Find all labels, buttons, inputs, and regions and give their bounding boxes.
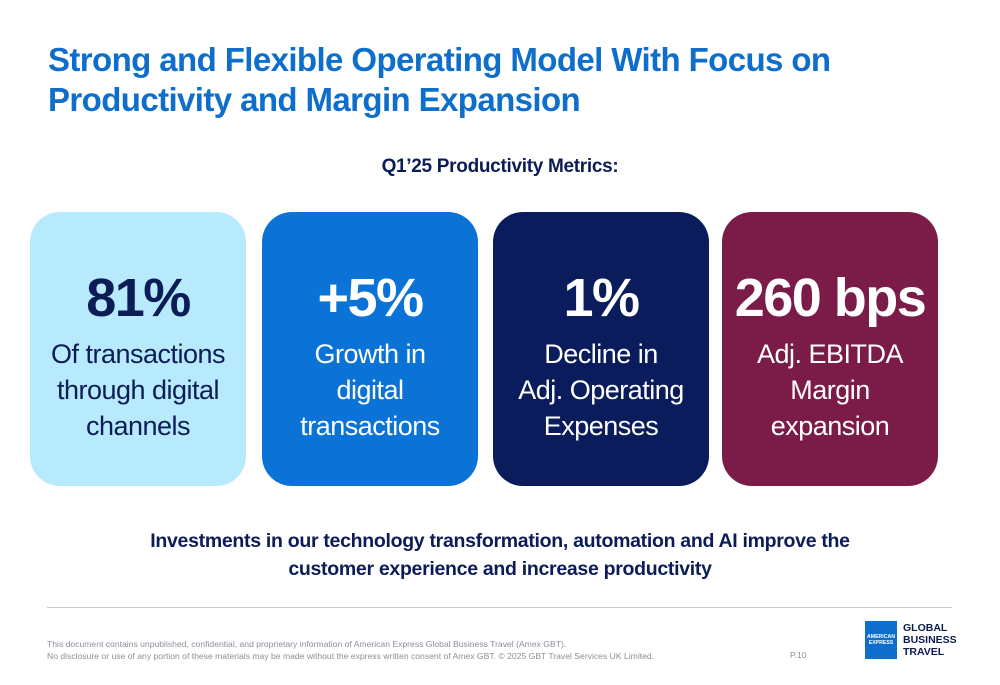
key-statement-line-2: customer experience and increase product… — [288, 558, 712, 580]
metric-description: Of transactions through digital channels — [36, 336, 240, 444]
title-line-2: Productivity and Margin Expansion — [48, 81, 581, 118]
metric-description-line: Adj. EBITDA — [756, 339, 904, 369]
metric-description: Growth in digital transactions — [268, 336, 472, 444]
metric-description-line: through digital — [56, 375, 220, 405]
metric-description-line: expansion — [770, 411, 890, 441]
metric-description-line: Decline in — [544, 339, 658, 369]
amex-box-logo-icon: AMERICAN EXPRESS — [865, 621, 897, 659]
metric-description-line: transactions — [300, 411, 440, 441]
metric-description-line: Of transactions — [50, 339, 226, 369]
disclaimer-line-1: This document contains unpublished, conf… — [47, 639, 567, 649]
metric-value: 81% — [86, 268, 191, 328]
amex-gbt-logo: AMERICAN EXPRESS GLOBAL BUSINESS TRAVEL — [865, 621, 957, 661]
page-number: P.10 — [790, 650, 807, 660]
disclaimer-line-2: No disclosure or use of any portion of t… — [47, 651, 655, 661]
metric-card-opex-decline: 1% Decline in Adj. Operating Expenses — [493, 212, 709, 486]
key-statement-line-1: Investments in our technology transforma… — [150, 530, 850, 552]
logo-wordmark: GLOBAL BUSINESS TRAVEL — [903, 622, 957, 658]
metric-card-digital-growth: +5% Growth in digital transactions — [262, 212, 478, 486]
footer-divider — [47, 607, 952, 608]
metric-value: 260 bps — [734, 268, 927, 328]
metric-description-line: channels — [85, 411, 191, 441]
metric-description: Adj. EBITDA Margin expansion — [728, 336, 932, 444]
metric-description: Decline in Adj. Operating Expenses — [499, 336, 703, 444]
metrics-subtitle: Q1’25 Productivity Metrics: — [381, 156, 619, 177]
title-line-1: Strong and Flexible Operating Model With… — [48, 41, 831, 78]
metric-card-digital-share: 81% Of transactions through digital chan… — [30, 212, 246, 486]
metric-value: 1% — [563, 268, 640, 328]
page-title: Strong and Flexible Operating Model With… — [48, 40, 948, 120]
metric-description-line: Margin — [790, 375, 870, 405]
metric-description-line: Growth in — [314, 339, 426, 369]
metric-description-line: Expenses — [543, 411, 659, 441]
metric-cards: 81% Of transactions through digital chan… — [30, 212, 940, 486]
footer-disclaimer: This document contains unpublished, conf… — [47, 638, 767, 662]
metric-value: +5% — [317, 268, 424, 328]
key-statement: Investments in our technology transforma… — [100, 527, 900, 583]
metric-card-margin-expansion: 260 bps Adj. EBITDA Margin expansion — [722, 212, 938, 486]
metric-description-line: Adj. Operating — [518, 375, 684, 405]
metric-description-line: digital — [336, 375, 404, 405]
